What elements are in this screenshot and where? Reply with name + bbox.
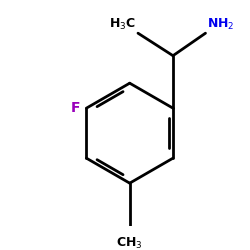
Text: F: F	[71, 101, 80, 115]
Text: NH$_2$: NH$_2$	[207, 17, 234, 32]
Text: H$_3$C: H$_3$C	[109, 17, 136, 32]
Text: CH$_3$: CH$_3$	[116, 236, 143, 250]
